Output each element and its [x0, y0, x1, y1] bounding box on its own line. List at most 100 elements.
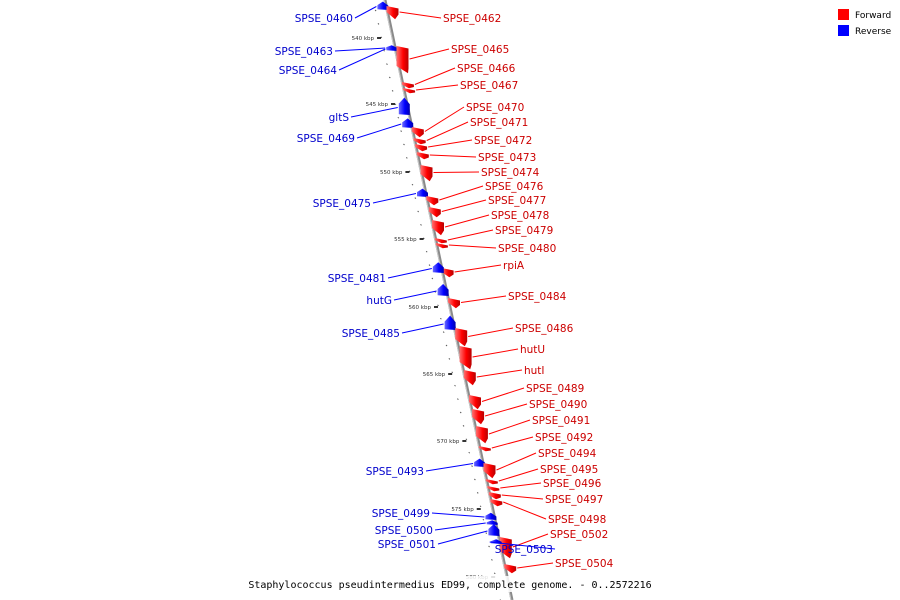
gene-features [377, 1, 517, 574]
gene-label-huti[interactable]: hutI [524, 365, 545, 377]
gene-feature-spse_0491[interactable] [475, 426, 488, 444]
gene-feature-spse_0490[interactable] [472, 409, 485, 425]
gene-feature-spse_0499[interactable] [485, 512, 497, 520]
minor-tick [420, 224, 422, 226]
gene-label-spse_0490[interactable]: SPSE_0490 [529, 399, 587, 411]
gene-label-spse_0462[interactable]: SPSE_0462 [443, 13, 501, 25]
gene-label-spse_0473[interactable]: SPSE_0473 [478, 152, 536, 164]
gene-label-spse_0493[interactable]: SPSE_0493 [366, 466, 424, 478]
gene-feature-rpia[interactable] [441, 268, 454, 278]
gene-feature-spse_0462[interactable] [386, 6, 399, 20]
gene-label-spse_0489[interactable]: SPSE_0489 [526, 383, 584, 395]
minor-tick [408, 170, 411, 173]
gene-label-spse_0484[interactable]: SPSE_0484 [508, 291, 567, 303]
gene-label-spse_0478[interactable]: SPSE_0478 [491, 210, 549, 222]
leader-line-spse_0484 [460, 295, 507, 303]
gene-feature-spse_0493[interactable] [474, 458, 486, 467]
gene-label-spse_0500[interactable]: SPSE_0500 [375, 525, 433, 537]
gene-feature-spse_0489[interactable] [469, 395, 481, 410]
gene-label-spse_0491[interactable]: SPSE_0491 [532, 415, 590, 427]
minor-tick [425, 250, 428, 253]
gene-label-spse_0469[interactable]: SPSE_0469 [297, 133, 355, 145]
gene-label-spse_0502[interactable]: SPSE_0502 [550, 529, 608, 541]
gene-feature-spse_0471[interactable] [413, 138, 426, 145]
gene-label-hutu[interactable]: hutU [520, 344, 545, 356]
gene-feature-hutg[interactable] [437, 284, 449, 296]
gene-label-spse_0503[interactable]: SPSE_0503 [495, 544, 553, 556]
gene-label-spse_0496[interactable]: SPSE_0496 [543, 478, 602, 490]
gene-feature-spse_0470[interactable] [411, 127, 424, 138]
gene-feature-spse_0500[interactable] [486, 520, 498, 525]
minor-tick [380, 36, 383, 39]
gene-feature-spse_0473[interactable] [416, 152, 429, 160]
gene-label-spse_0470[interactable]: SPSE_0470 [466, 102, 524, 114]
gene-feature-spse_0484[interactable] [448, 298, 460, 309]
gene-feature-spse_0502[interactable] [499, 537, 512, 559]
gene-label-hutg[interactable]: hutG [366, 295, 392, 307]
gene-feature-spse_0494[interactable] [483, 463, 496, 479]
gene-label-spse_0486[interactable]: SPSE_0486 [515, 323, 574, 335]
gene-feature-spse_0467[interactable] [403, 88, 416, 94]
gene-label-spse_0479[interactable]: SPSE_0479 [495, 225, 553, 237]
gene-feature-huti[interactable] [463, 370, 476, 386]
gene-feature-spse_0496[interactable] [487, 486, 500, 492]
gene-feature-spse_0486[interactable] [455, 328, 468, 347]
gene-label-spse_0472[interactable]: SPSE_0472 [474, 135, 532, 147]
gene-feature-spse_0481[interactable] [432, 262, 444, 273]
gene-label-spse_0476[interactable]: SPSE_0476 [485, 181, 544, 193]
tick-label: 555 kbp [394, 237, 417, 243]
gene-label-spse_0467[interactable]: SPSE_0467 [460, 80, 518, 92]
gene-label-spse_0498[interactable]: SPSE_0498 [548, 514, 606, 526]
gene-feature-spse_0464[interactable] [386, 46, 398, 51]
minor-tick [459, 411, 462, 414]
gene-feature-spse_0485[interactable] [444, 315, 456, 330]
gene-label-spse_0481[interactable]: SPSE_0481 [328, 273, 386, 285]
gene-feature-spse_0475[interactable] [417, 188, 428, 197]
minor-tick [482, 518, 485, 521]
gene-feature-spse_0476[interactable] [426, 196, 439, 206]
gene-feature-spse_0466[interactable] [401, 82, 414, 89]
gene-label-spse_0463[interactable]: SPSE_0463 [275, 46, 333, 58]
gene-label-spse_0485[interactable]: SPSE_0485 [342, 328, 400, 340]
gene-label-spse_0492[interactable]: SPSE_0492 [535, 432, 593, 444]
gene-feature-hutu[interactable] [459, 346, 472, 370]
gene-label-spse_0501[interactable]: SPSE_0501 [378, 539, 436, 551]
gene-feature-spse_0477[interactable] [428, 207, 441, 218]
gene-feature-spse_0497[interactable] [488, 492, 501, 500]
gene-feature-spse_0480[interactable] [435, 243, 448, 249]
gene-label-spse_0474[interactable]: SPSE_0474 [481, 167, 540, 179]
gene-feature-glts[interactable] [398, 97, 410, 115]
gene-feature-spse_0495[interactable] [485, 479, 498, 485]
gene-feature-spse_0492[interactable] [478, 446, 491, 452]
gene-label-spse_0494[interactable]: SPSE_0494 [538, 448, 597, 460]
gene-label-spse_0477[interactable]: SPSE_0477 [488, 195, 546, 207]
gene-feature-spse_0504[interactable] [504, 564, 517, 574]
gene-label-spse_0495[interactable]: SPSE_0495 [540, 464, 598, 476]
gene-feature-spse_0498[interactable] [490, 499, 503, 507]
gene-label-spse_0471[interactable]: SPSE_0471 [470, 117, 528, 129]
gene-feature-spse_0478[interactable] [432, 220, 444, 236]
gene-label-spse_0480[interactable]: SPSE_0480 [498, 243, 556, 255]
gene-label-spse_0475[interactable]: SPSE_0475 [313, 198, 371, 210]
gene-label-spse_0504[interactable]: SPSE_0504 [555, 558, 614, 570]
gene-label-spse_0465[interactable]: SPSE_0465 [451, 44, 509, 56]
gene-feature-spse_0460[interactable] [377, 1, 389, 10]
gene-feature-spse_0472[interactable] [415, 144, 428, 152]
gene-feature-spse_0501[interactable] [488, 524, 500, 536]
gene-label-glts[interactable]: gltS [329, 112, 350, 124]
minor-tick [388, 76, 391, 79]
gene-label-spse_0499[interactable]: SPSE_0499 [372, 508, 430, 520]
minor-tick [488, 545, 490, 548]
gene-label-spse_0464[interactable]: SPSE_0464 [279, 65, 338, 77]
gene-feature-spse_0469[interactable] [402, 118, 414, 128]
gene-feature-spse_0479[interactable] [434, 238, 447, 244]
gene-feature-spse_0465[interactable] [396, 46, 409, 74]
gene-label-spse_0460[interactable]: SPSE_0460 [295, 13, 353, 25]
leader-line-spse_0467 [415, 84, 459, 91]
minor-tick [448, 358, 451, 360]
gene-label-spse_0466[interactable]: SPSE_0466 [457, 63, 516, 75]
leader-line-spse_0497 [501, 494, 544, 500]
gene-feature-spse_0474[interactable] [420, 165, 433, 182]
gene-label-rpia[interactable]: rpiA [503, 260, 525, 272]
gene-label-spse_0497[interactable]: SPSE_0497 [545, 494, 603, 506]
